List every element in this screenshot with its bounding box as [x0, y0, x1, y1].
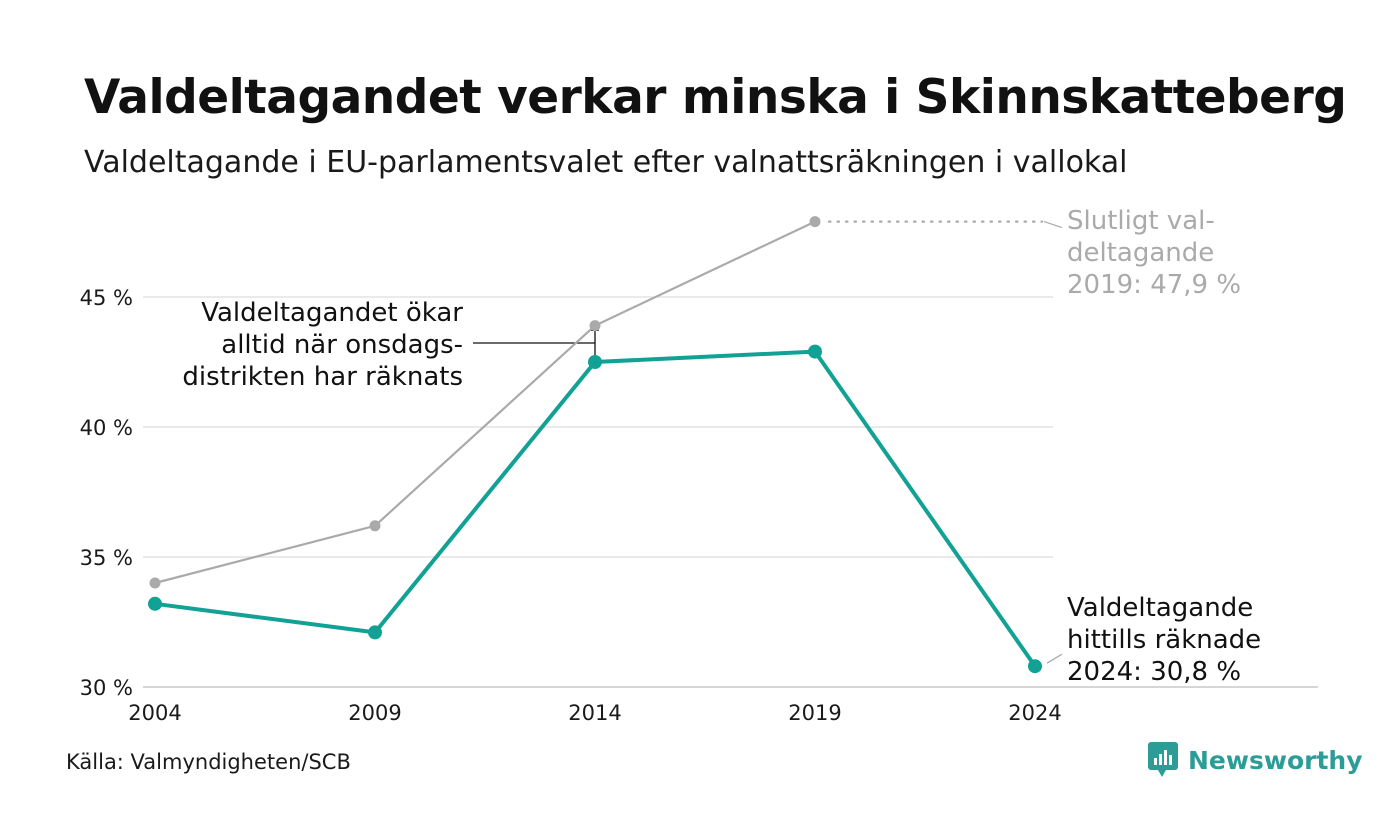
data-point-final — [369, 520, 381, 532]
annotation-current-2024-line: 2024: 30,8 % — [1067, 657, 1241, 687]
newsworthy-logo-icon — [1148, 742, 1178, 777]
data-point-current — [1028, 659, 1042, 674]
chart-title: Valdeltagandet verkar minska i Skinnskat… — [84, 70, 1347, 125]
x-tick-label: 2004 — [128, 701, 181, 725]
y-tick-label: 45 % — [80, 286, 133, 310]
data-point-final — [809, 216, 821, 228]
annotation-current-tick — [1046, 653, 1063, 664]
data-point-final — [589, 320, 601, 332]
y-tick-label: 35 % — [80, 546, 133, 570]
x-tick-label: 2019 — [788, 701, 841, 725]
annotation-current-2024-line: Valdeltagande — [1067, 593, 1253, 623]
data-point-current — [588, 355, 602, 369]
annotation-final-tick — [1043, 221, 1063, 229]
data-point-final — [149, 577, 161, 589]
x-tick-label: 2009 — [348, 701, 401, 725]
y-tick-label: 40 % — [80, 416, 133, 440]
data-point-current — [148, 596, 162, 611]
logo-text: Newsworthy — [1188, 745, 1363, 775]
chart-subtitle: Valdeltagande i EU-parlamentsvalet efter… — [84, 145, 1128, 180]
series-line-final — [153, 220, 817, 585]
line-chart: 30 % 35 % 40 % 45 % 2004 2009 2014 2019 2024 Va… — [80, 206, 1318, 725]
annotation-final-2019-line: 2019: 47,9 % — [1067, 270, 1241, 300]
data-point-current — [808, 344, 822, 359]
series-line-current — [153, 349, 1037, 669]
y-tick-label: 30 % — [80, 676, 133, 700]
annotation-final-2019-line: Slutligt val- — [1067, 206, 1215, 236]
annotation-current-2024-line: hittills räknade — [1067, 625, 1261, 655]
annotation-final-2019-line: deltagande — [1067, 238, 1214, 268]
source-note: Källa: Valmyndigheten/SCB — [66, 750, 351, 774]
gridlines — [143, 296, 1318, 688]
data-point-current — [368, 625, 382, 640]
x-tick-label: 2024 — [1008, 701, 1061, 725]
newsworthy-logo: Newsworthy — [1148, 742, 1363, 778]
x-tick-label: 2014 — [568, 701, 621, 725]
series-group — [148, 216, 1042, 674]
y-tick-labels: 30 % 35 % 40 % 45 % — [80, 286, 133, 700]
annotation-onsdag-line: distrikten har räknats — [182, 362, 463, 392]
x-tick-labels: 2004 2009 2014 2019 2024 — [128, 701, 1061, 725]
annotation-onsdag-line: alltid när onsdags- — [221, 330, 463, 360]
annotation-onsdag-line: Valdeltagandet ökar — [201, 298, 463, 328]
